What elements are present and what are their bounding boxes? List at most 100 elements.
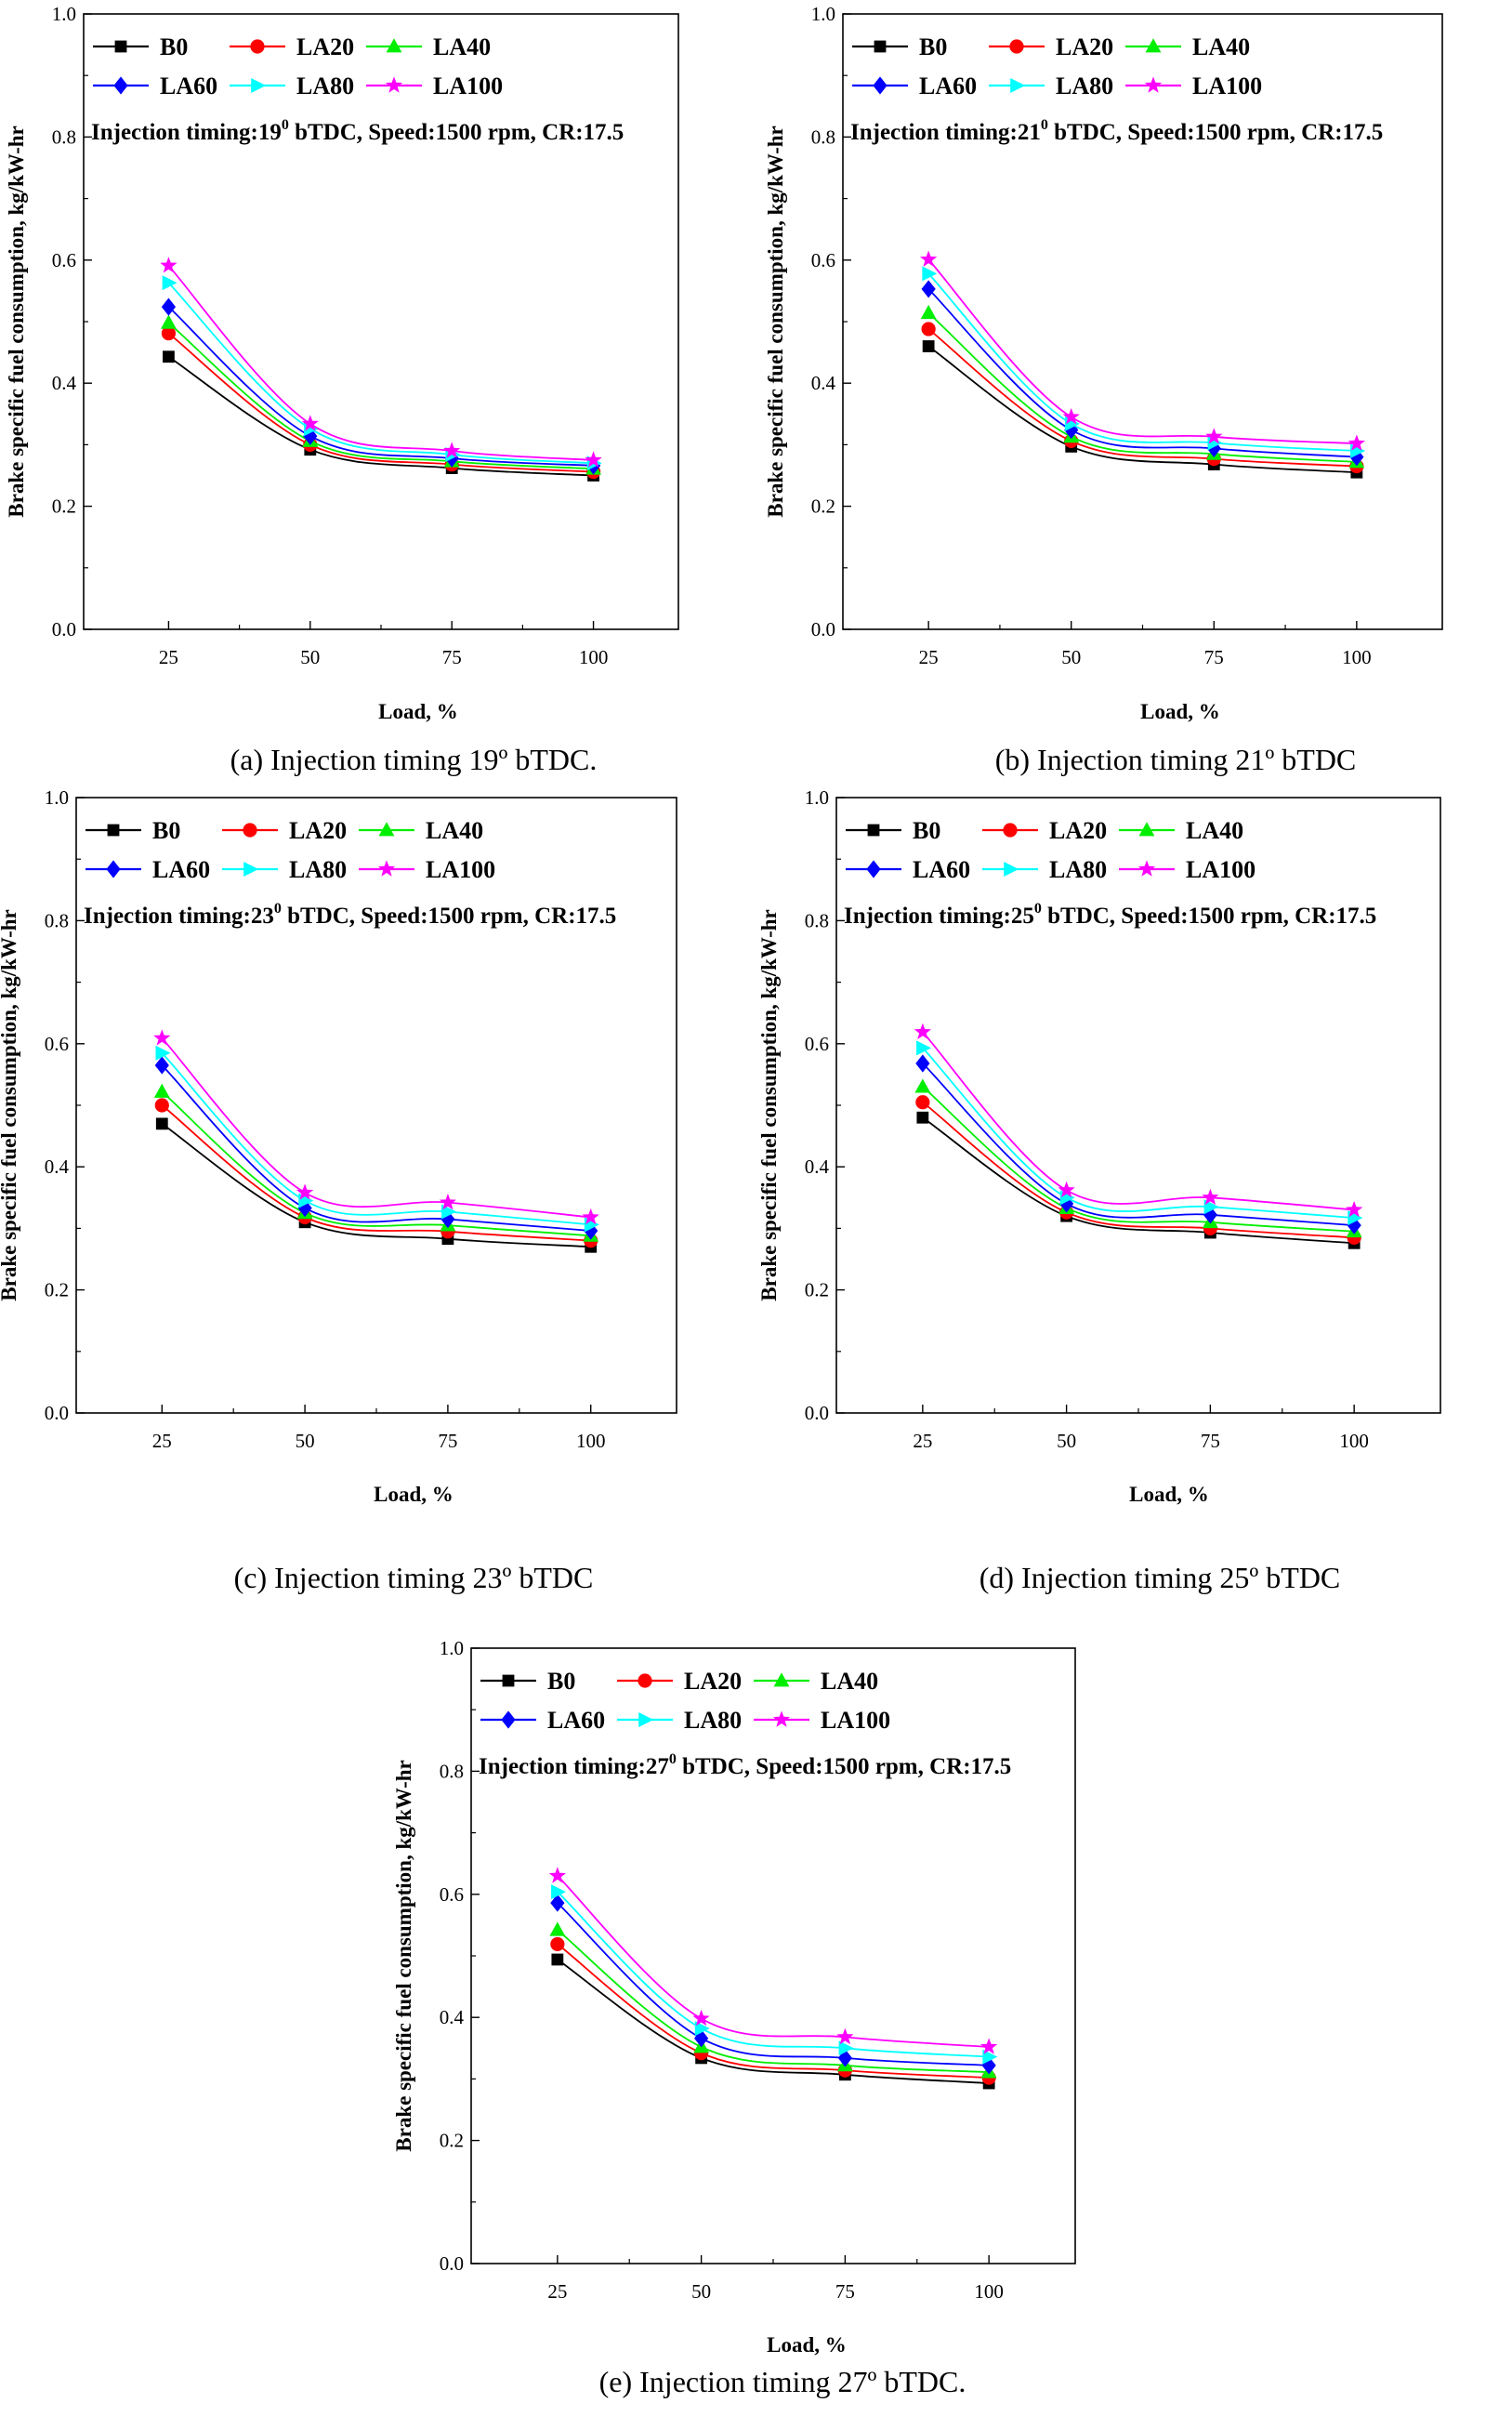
series-line-la40	[557, 1929, 990, 2073]
data-point-la60	[915, 1054, 930, 1073]
series-line-la60	[161, 1064, 591, 1232]
y-axis-title: Brake specific fuel consumption, kg/kW-h…	[764, 125, 787, 517]
series-line-la100	[557, 1875, 990, 2048]
data-point-la60	[921, 280, 936, 298]
series-line-la20	[927, 328, 1357, 468]
series-line-la60	[557, 1902, 990, 2066]
y-tick-label: 0.8	[811, 125, 835, 148]
chart-panel-4: 0.0 0.2 0.4 0.6 0.8 1.0 25 50 75 100 Load, % Brake …	[757, 786, 1441, 1594]
legend-marker-la40	[378, 822, 395, 837]
legend-marker-la40	[1138, 822, 1155, 837]
data-point-b0	[551, 1953, 564, 1966]
data-point-la40	[920, 304, 937, 320]
panel-caption: (d) Injection timing 25º bTDC	[980, 1561, 1341, 1594]
y-tick-label: 0.8	[45, 909, 69, 931]
legend-label-la40: LA40	[433, 33, 491, 60]
chart-panel-3: 0.0 0.2 0.4 0.6 0.8 1.0 25 50 75 100 Load, % Brake …	[0, 786, 677, 1594]
data-point-la100	[1346, 1200, 1363, 1218]
data-point-la100	[836, 2027, 854, 2045]
data-point-la80	[982, 2049, 998, 2065]
annotation-text-post: bTDC, Speed:1500 rpm, CR:17.5	[1042, 904, 1376, 929]
data-point-la80	[694, 2021, 710, 2037]
series-line-la60	[927, 288, 1357, 458]
y-tick-label: 0.2	[52, 495, 76, 518]
x-tick-label: 100	[576, 1430, 606, 1452]
data-point-la100	[296, 1183, 314, 1200]
series-line-la20	[557, 1943, 990, 2079]
y-tick-label: 0.0	[52, 618, 76, 640]
series-line-la100	[167, 265, 594, 461]
data-point-la100	[301, 415, 319, 431]
annotation-text-post: bTDC, Speed:1500 rpm, CR:17.5	[677, 1754, 1011, 1779]
legend-marker-la60	[113, 76, 128, 95]
y-tick-label: 0.6	[811, 249, 835, 271]
data-point-la20	[161, 325, 177, 341]
series-line-la80	[167, 282, 594, 465]
chart-panel-5: 0.0 0.2 0.4 0.6 0.8 1.0 25 50 75 100 Load, % Brake …	[392, 1637, 1076, 2398]
annotation-conditions: Injection timing:250 bTDC, Speed:1500 rp…	[844, 901, 1376, 929]
legend-label-la20: LA20	[289, 817, 347, 844]
data-point-b0	[922, 340, 935, 352]
series-line-la20	[161, 1104, 591, 1242]
data-point-la100	[153, 1029, 171, 1046]
y-tick-label: 0.0	[811, 618, 835, 640]
panel-caption: (c) Injection timing 23º bTDC	[234, 1561, 594, 1594]
legend-label-la100: LA100	[426, 856, 495, 883]
y-tick-label: 0.4	[811, 372, 836, 394]
legend-label-la20: LA20	[1049, 817, 1107, 844]
y-tick-label: 1.0	[805, 786, 829, 809]
panel-caption: (b) Injection timing 21º bTDC	[995, 743, 1357, 776]
data-point-la20	[154, 1098, 169, 1113]
legend-marker-la100	[377, 860, 396, 877]
x-tick-label: 75	[1201, 1430, 1220, 1452]
annotation-conditions: Injection timing:230 bTDC, Speed:1500 rp…	[84, 901, 616, 929]
legend-marker-la80	[1004, 862, 1019, 877]
y-tick-label: 1.0	[811, 3, 835, 25]
y-axis-title: Brake specific fuel consumption, kg/kW-h…	[392, 1760, 415, 2151]
legend-label-la40: LA40	[426, 817, 483, 844]
data-point-la100	[1348, 434, 1365, 451]
series-line-la20	[167, 332, 594, 473]
x-tick-label: 75	[438, 1430, 457, 1452]
legend-marker-la100	[1144, 76, 1163, 93]
y-tick-label: 0.4	[52, 372, 77, 394]
x-axis-title: Load, %	[1129, 1483, 1209, 1506]
y-axis-title: Brake specific fuel consumption, kg/kW-h…	[0, 909, 20, 1300]
annotation-conditions: Injection timing:270 bTDC, Speed:1500 rp…	[479, 1751, 1011, 1779]
legend-marker-la20	[1009, 39, 1024, 54]
x-tick-label: 100	[579, 646, 609, 668]
panel-caption: (e) Injection timing 27º bTDC.	[599, 2365, 966, 2398]
legend-marker-la20	[243, 823, 257, 838]
series-line-la40	[927, 312, 1357, 463]
legend-label-la60: LA60	[152, 856, 210, 883]
y-tick-label: 0.8	[52, 125, 76, 148]
data-point-la80	[922, 266, 938, 282]
data-point-la40	[153, 1083, 170, 1098]
data-point-la40	[549, 1921, 566, 1936]
series-line-b0	[167, 355, 594, 477]
legend-label-la80: LA80	[1056, 73, 1113, 99]
y-tick-label: 0.0	[805, 1402, 829, 1424]
series-line-la80	[927, 272, 1357, 452]
x-tick-label: 25	[919, 646, 939, 668]
x-tick-label: 50	[1061, 646, 1081, 668]
chart-panel-2: 0.0 0.2 0.4 0.6 0.8 1.0 25 50 75 100 Load, % Brake …	[764, 3, 1443, 776]
series-line-la40	[167, 322, 594, 470]
annotation-conditions: Injection timing:190 bTDC, Speed:1500 rp…	[91, 117, 624, 145]
legend-marker-b0	[502, 1674, 515, 1687]
x-tick-label: 50	[691, 2280, 711, 2303]
legend-label-la20: LA20	[684, 1668, 742, 1695]
series-line-la80	[922, 1047, 1355, 1219]
legend-label-b0: B0	[547, 1668, 575, 1695]
x-axis-title: Load, %	[378, 700, 458, 723]
x-tick-label: 75	[835, 2280, 855, 2303]
series-line-la80	[161, 1052, 591, 1226]
legend-marker-la20	[1003, 823, 1018, 838]
legend-marker-la80	[638, 1712, 654, 1727]
legend-marker-la80	[243, 862, 259, 877]
annotation-text-pre: Injection timing:27	[479, 1754, 669, 1779]
legend-marker-b0	[874, 40, 887, 53]
y-tick-label: 0.8	[440, 1760, 464, 1782]
x-tick-label: 25	[913, 1430, 932, 1452]
